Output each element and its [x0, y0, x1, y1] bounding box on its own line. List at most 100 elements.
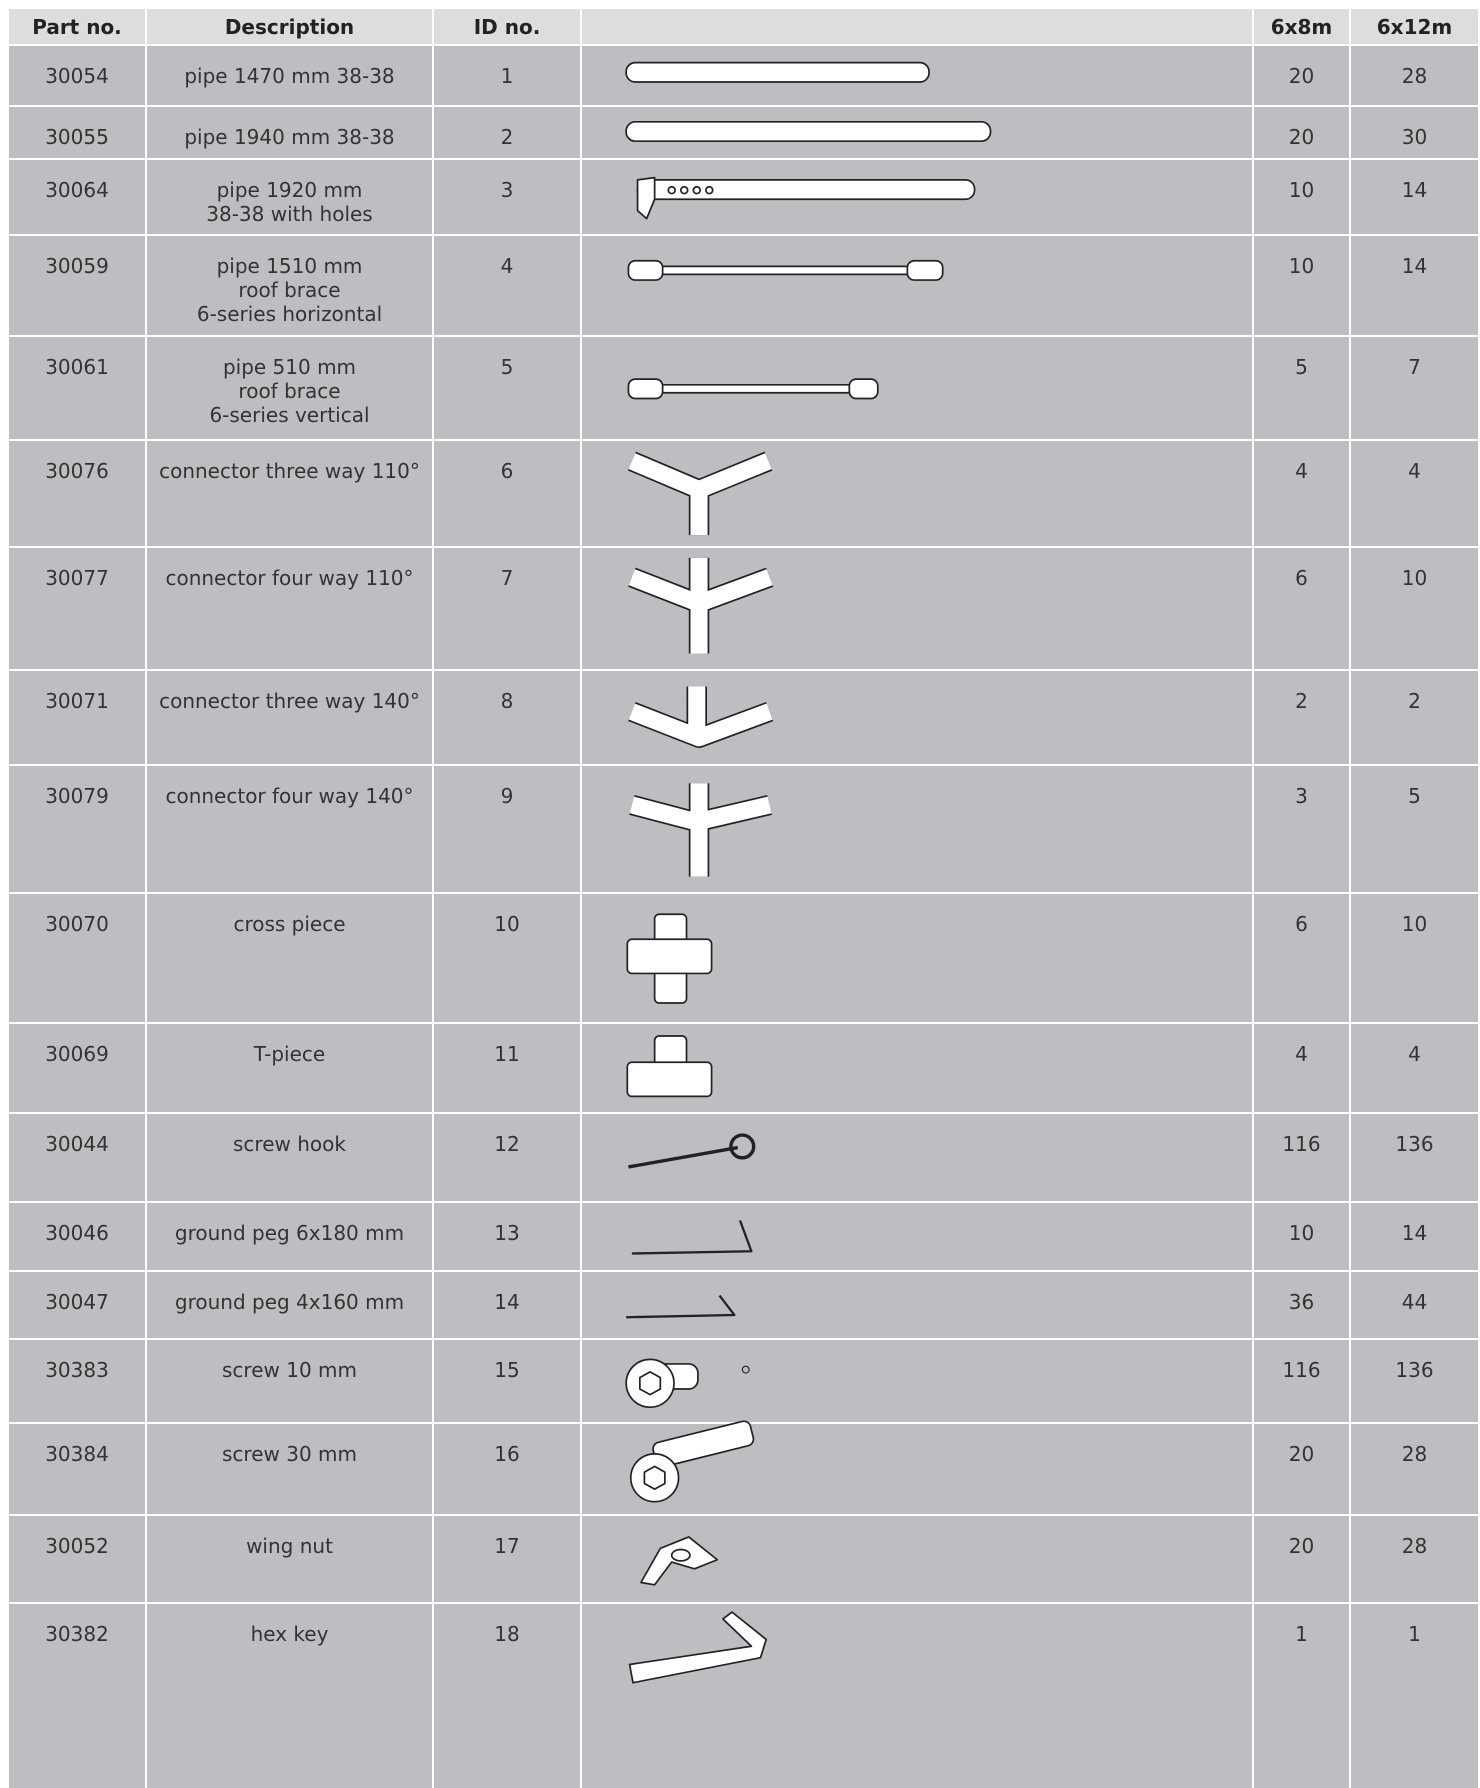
table-cell: 2	[434, 107, 580, 158]
table-cell: 4	[1254, 1024, 1349, 1112]
table-cell: pipe 1920 mm 38-38 with holes	[147, 160, 432, 234]
table-cell: 3	[1254, 766, 1349, 892]
column-header: 6x12m	[1351, 9, 1478, 44]
table-cell: 30055	[9, 107, 145, 158]
table-cell: ground peg 6x180 mm	[147, 1203, 432, 1270]
table-cell: 20	[1254, 46, 1349, 105]
table-cell: 30061	[9, 337, 145, 439]
table-cell: wing nut	[147, 1516, 432, 1602]
table-cell: 5	[1254, 337, 1349, 439]
part-image	[582, 1604, 1252, 1788]
table-cell: 30384	[9, 1424, 145, 1514]
table-cell: 3	[434, 160, 580, 234]
column-header: ID no.	[434, 9, 580, 44]
table-cell: 30383	[9, 1340, 145, 1422]
table-cell: 28	[1351, 46, 1478, 105]
table-cell: 10	[1254, 160, 1349, 234]
table-cell: 30052	[9, 1516, 145, 1602]
table-cell: 7	[434, 548, 580, 669]
table-cell: connector three way 110°	[147, 441, 432, 546]
table-cell: hex key	[147, 1604, 432, 1788]
part-image	[582, 1272, 1252, 1338]
table-cell: screw 30 mm	[147, 1424, 432, 1514]
table-cell: screw 10 mm	[147, 1340, 432, 1422]
table-cell: pipe 510 mm roof brace 6-series vertical	[147, 337, 432, 439]
table-cell: 10	[1351, 548, 1478, 669]
table-cell: 14	[1351, 236, 1478, 335]
table-cell: 30059	[9, 236, 145, 335]
table-cell: 15	[434, 1340, 580, 1422]
table-cell: 4	[1254, 441, 1349, 546]
table-cell: 13	[434, 1203, 580, 1270]
table-cell: 10	[1254, 1203, 1349, 1270]
part-image	[582, 1203, 1252, 1270]
table-cell: 2	[1254, 671, 1349, 764]
table-cell: 10	[1351, 894, 1478, 1022]
table-cell: 10	[434, 894, 580, 1022]
table-cell: 116	[1254, 1340, 1349, 1422]
table-cell: 16	[434, 1424, 580, 1514]
table-cell: 1	[434, 46, 580, 105]
column-header: Description	[147, 9, 432, 44]
table-cell: pipe 1510 mm roof brace 6-series horizon…	[147, 236, 432, 335]
table-cell: connector three way 140°	[147, 671, 432, 764]
column-header: Part no.	[9, 9, 145, 44]
table-cell: 6	[434, 441, 580, 546]
part-image	[582, 236, 1252, 335]
table-cell: 4	[1351, 1024, 1478, 1112]
table-cell: connector four way 110°	[147, 548, 432, 669]
table-cell: pipe 1470 mm 38-38	[147, 46, 432, 105]
table-cell: 5	[434, 337, 580, 439]
part-image	[582, 1114, 1252, 1201]
table-cell: 2	[1351, 671, 1478, 764]
column-header	[582, 9, 1252, 44]
table-cell: 44	[1351, 1272, 1478, 1338]
table-cell: 30071	[9, 671, 145, 764]
table-cell: 28	[1351, 1424, 1478, 1514]
table-cell: 28	[1351, 1516, 1478, 1602]
table-cell: T-piece	[147, 1024, 432, 1112]
table-cell: 4	[434, 236, 580, 335]
table-cell: 17	[434, 1516, 580, 1602]
table-cell: 9	[434, 766, 580, 892]
table-cell: 1	[1254, 1604, 1349, 1788]
table-cell: 30077	[9, 548, 145, 669]
table-cell: 20	[1254, 1424, 1349, 1514]
table-cell: 10	[1254, 236, 1349, 335]
table-cell: 12	[434, 1114, 580, 1201]
table-cell: 20	[1254, 1516, 1349, 1602]
table-cell: connector four way 140°	[147, 766, 432, 892]
table-cell: ground peg 4x160 mm	[147, 1272, 432, 1338]
table-cell: 30076	[9, 441, 145, 546]
table-cell: 18	[434, 1604, 580, 1788]
table-cell: 5	[1351, 766, 1478, 892]
table-cell: 30046	[9, 1203, 145, 1270]
table-cell: 11	[434, 1024, 580, 1112]
table-cell: 30070	[9, 894, 145, 1022]
table-cell: 6	[1254, 548, 1349, 669]
table-cell: cross piece	[147, 894, 432, 1022]
table-cell: 30069	[9, 1024, 145, 1112]
column-header: 6x8m	[1254, 9, 1349, 44]
table-cell: 136	[1351, 1114, 1478, 1201]
table-cell: 14	[434, 1272, 580, 1338]
table-cell: 30079	[9, 766, 145, 892]
table-cell: 1	[1351, 1604, 1478, 1788]
table-cell: 14	[1351, 1203, 1478, 1270]
table-cell: 36	[1254, 1272, 1349, 1338]
table-cell: screw hook	[147, 1114, 432, 1201]
table-cell: 14	[1351, 160, 1478, 234]
table-cell: 30064	[9, 160, 145, 234]
table-cell: 8	[434, 671, 580, 764]
table-cell: 30047	[9, 1272, 145, 1338]
table-cell: 30054	[9, 46, 145, 105]
table-cell: 20	[1254, 107, 1349, 158]
table-cell: 6	[1254, 894, 1349, 1022]
table-cell: 136	[1351, 1340, 1478, 1422]
table-cell: pipe 1940 mm 38-38	[147, 107, 432, 158]
table-cell: 30044	[9, 1114, 145, 1201]
table-cell: 4	[1351, 441, 1478, 546]
table-cell: 30382	[9, 1604, 145, 1788]
